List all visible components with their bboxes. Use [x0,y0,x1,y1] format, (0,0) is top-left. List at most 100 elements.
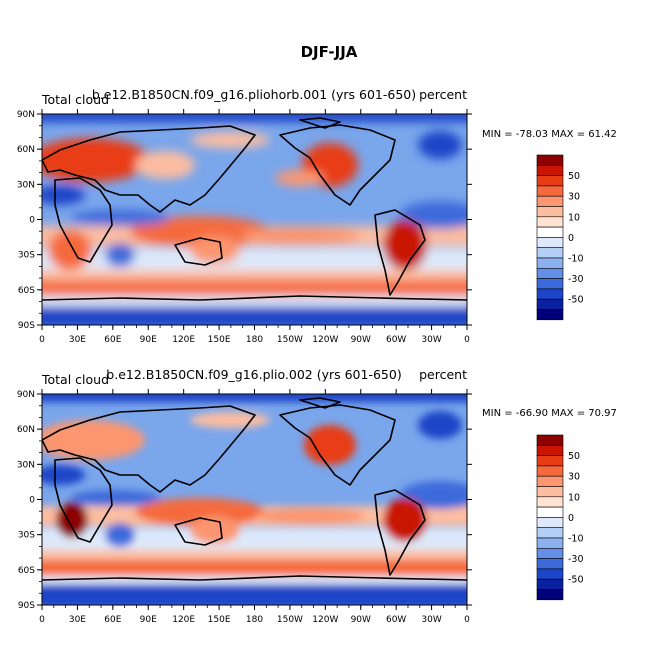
colorbar-box [536,558,564,570]
colorbar-label: -10 [568,254,584,265]
map-panel-2: Total cloud b.e12.B1850CN.f09_g16.plio.0… [17,367,617,625]
lat-tick-label: 30N [17,180,35,190]
colorbar-label: -30 [568,554,584,565]
lat-tick-label: 90N [17,390,35,400]
colorbar-box [536,486,564,498]
lon-tick-label: 180 [246,335,263,345]
lon-tick-label: 60E [104,615,121,625]
panel-2-axes: 90N 60N 30N 0 30S 60S 90S 0 30E 60E 90E 120E 150E 180… [17,389,472,625]
colorbar-box [536,247,564,259]
colorbar-box [536,527,564,539]
lat-tick-label: 30S [18,251,35,261]
lon-tick-label: 120E [172,615,195,625]
colorbar-box [536,589,564,601]
lon-tick-label: 120E [172,335,195,345]
lon-tick-label: 150W [277,335,303,345]
colorbar-box [536,434,564,446]
colorbar-label: 50 [568,171,580,182]
colorbar-box [536,267,564,279]
lon-tick-label: 120W [312,615,338,625]
panel-2-min-max: MIN = -66.90 MAX = 70.97 [482,408,617,419]
colorbar-box [536,206,564,218]
colorbar-label: 0 [568,233,574,244]
lat-tick-label: 30S [18,531,35,541]
colorbar-box [536,226,564,238]
panel-1-right-label: percent [419,87,467,102]
lat-tick-label: 30N [17,460,35,470]
colorbar-label: 0 [568,513,574,524]
colorbar-box [536,185,564,197]
lat-tick-label: 0 [29,216,35,226]
colorbar-label: -50 [568,575,584,586]
lon-tick-label: 90W [351,615,371,625]
lon-tick-label: 90W [351,335,371,345]
colorbar-label: 10 [568,492,580,503]
colorbar-box [536,578,564,590]
colorbar-label: 30 [568,192,580,203]
lat-tick-label: 0 [29,496,35,506]
panel-2-colorbar: 50 30 10 0 -10 -30 -50 [536,434,584,601]
colorbar-box [536,216,564,228]
lon-tick-label: 180 [246,615,263,625]
panel-2-left-label: Total cloud [41,372,109,387]
lon-tick-label: 0 [39,335,45,345]
colorbar-box [536,517,564,529]
lon-tick-label: 120W [312,335,338,345]
colorbar-box [536,278,564,290]
colorbar-label: -50 [568,295,584,306]
lon-tick-label: 60W [386,615,406,625]
panel-1-axes: 90N 60N 30N 0 30S 60S 90S 0 30E 60E 90E 120E 150E 180… [17,109,472,345]
colorbar-label: -10 [568,534,584,545]
lat-tick-label: 60S [18,566,35,576]
colorbar-box [536,175,564,187]
lon-tick-label: 30W [421,615,441,625]
colorbar-box [536,475,564,487]
colorbar-box [536,455,564,467]
colorbar-box [536,195,564,207]
panel-2-field [42,394,467,605]
panel-1-min-max: MIN = -78.03 MAX = 61.42 [482,129,617,140]
colorbar-box [536,298,564,310]
colorbar-label: -30 [568,274,584,285]
lon-tick-label: 30W [421,335,441,345]
lat-tick-label: 60S [18,286,35,296]
panel-2-right-label: percent [419,367,467,382]
colorbar-label: 50 [568,451,580,462]
lon-tick-label: 150E [208,615,231,625]
lat-tick-label: 60N [17,425,35,435]
lon-tick-label: 90E [140,335,157,345]
colorbar-box [536,257,564,269]
lon-tick-label: 0 [39,615,45,625]
lon-tick-label: 0 [464,615,470,625]
lon-tick-label: 90E [140,615,157,625]
colorbar-box [536,496,564,508]
lon-tick-label: 60E [104,335,121,345]
panel-2-center-label: b.e12.B1850CN.f09_g16.plio.002 (yrs 601-… [106,367,401,382]
colorbar-box [536,237,564,248]
map-panel-1: Total cloud b.e12.B1850CN.f09_g16.plioho… [17,87,617,345]
lon-tick-label: 0 [464,335,470,345]
colorbar-box [536,309,564,321]
lon-tick-label: 30E [69,335,86,345]
lon-tick-label: 30E [69,615,86,625]
colorbar-box [536,537,564,549]
lon-tick-label: 150W [277,615,303,625]
lat-tick-label: 90S [18,601,35,611]
panel-1-left-label: Total cloud [41,92,109,107]
colorbar-box [536,288,564,300]
page-title: DJF-JJA [301,43,358,61]
colorbar-box [536,465,564,477]
colorbar-box [536,506,564,518]
panel-1-colorbar: 50 30 10 0 -10 -30 -50 [536,154,584,321]
lat-tick-label: 60N [17,145,35,155]
colorbar-box [536,154,564,166]
colorbar-label: 30 [568,472,580,483]
colorbar-box [536,165,564,176]
panel-1-center-label: b.e12.B1850CN.f09_g16.pliohorb.001 (yrs … [92,87,416,102]
colorbar-box [536,444,564,456]
colorbar-label: 10 [568,212,580,223]
lon-tick-label: 60W [386,335,406,345]
panel-1-field [42,114,467,325]
colorbar-box [536,547,564,559]
